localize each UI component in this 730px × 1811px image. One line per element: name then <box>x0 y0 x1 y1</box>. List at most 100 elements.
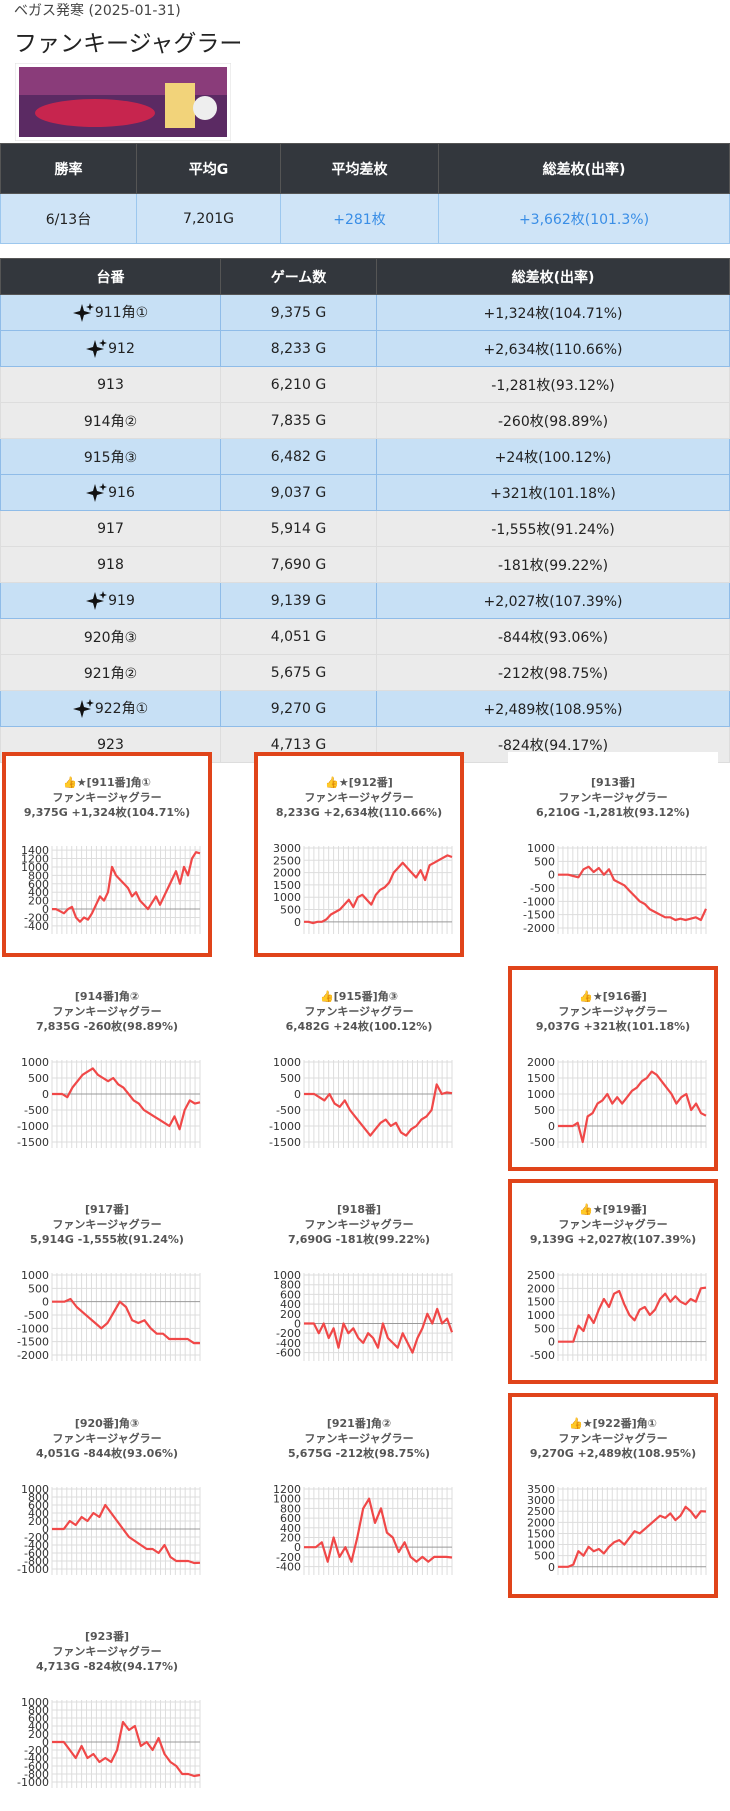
data-line <box>52 1503 201 1564</box>
chart-caption: 4,713G -824枚(94.17%) <box>36 1659 178 1673</box>
cell-text: 9,037 G <box>270 484 327 501</box>
y-tick-label: 500 <box>534 1104 555 1117</box>
y-tick-label: 500 <box>280 904 301 917</box>
chart-title: [918番] <box>337 1202 381 1216</box>
cell: 5,914 G <box>220 510 377 547</box>
y-tick-label: -400 <box>276 1560 301 1573</box>
cell-text: 911角① <box>94 304 149 321</box>
chart-card: [914番]角② ファンキージャグラー 7,835G -260枚(98.89%) 10… <box>2 965 212 1171</box>
y-tick-label: 1000 <box>273 891 301 904</box>
table-row: 919 9,139 G +2,027枚(107.39%) <box>0 582 730 619</box>
y-tick-label: 0 <box>548 1120 555 1133</box>
y-tick-label: 1000 <box>273 1492 301 1505</box>
table-row: 916 9,037 G +321枚(101.18%) <box>0 474 730 511</box>
y-tick-label: -600 <box>24 1547 49 1560</box>
y-tick-label: 0 <box>548 869 555 882</box>
cell-text: 4,051 G <box>270 628 327 645</box>
y-tick-label: 1200 <box>21 853 49 866</box>
chart-subtitle: ファンキージャグラー <box>304 1217 413 1231</box>
y-tick-label: 1200 <box>273 1483 301 1496</box>
y-tick-label: 1000 <box>273 1056 301 1069</box>
cell-text: 9,375 G <box>270 304 327 321</box>
table-row: 913 6,210 G -1,281枚(93.12%) <box>0 366 730 403</box>
cell: 6,482 G <box>220 438 377 475</box>
chart-subtitle: ファンキージャグラー <box>304 790 413 804</box>
cell-text: 923 <box>97 736 124 753</box>
data-line <box>304 1307 454 1354</box>
y-tick-label: 0 <box>548 1560 555 1573</box>
y-tick-label: -400 <box>276 1337 301 1350</box>
cell: 7,690 G <box>220 546 377 583</box>
y-tick-label: 200 <box>28 1515 49 1528</box>
y-tick-label: 400 <box>28 1507 49 1520</box>
y-tick-label: 600 <box>28 1499 49 1512</box>
data-line <box>52 851 201 923</box>
y-tick-label: 500 <box>28 1282 49 1295</box>
y-tick-label: -600 <box>24 1760 49 1773</box>
cell-text: 9,270 G <box>270 700 327 717</box>
cell: 917 <box>0 510 221 547</box>
y-tick-label: 1000 <box>273 1269 301 1282</box>
y-tick-label: 800 <box>28 1491 49 1504</box>
y-tick-label: -800 <box>24 1768 49 1781</box>
chart-subtitle: ファンキージャグラー <box>304 1004 413 1018</box>
cell-text: 917 <box>97 520 124 537</box>
y-tick-label: 200 <box>280 1308 301 1321</box>
chart-caption: 9,270G +2,489枚(108.95%) <box>530 1446 696 1460</box>
y-tick-label: 200 <box>28 895 49 908</box>
y-tick-label: -500 <box>530 1136 555 1149</box>
chart-title: 👍★[912番] <box>325 775 393 789</box>
y-tick-label: 800 <box>28 1704 49 1717</box>
chart-title: [917番] <box>85 1202 129 1216</box>
cell-text: -212枚(98.75%) <box>497 665 609 682</box>
data-line <box>52 1066 201 1130</box>
cell-text: 6,210 G <box>270 376 327 393</box>
banner-image <box>15 63 231 141</box>
cell: 7,835 G <box>220 402 377 439</box>
cell-text: 5,675 G <box>270 664 327 681</box>
y-tick-label: 1000 <box>527 1309 555 1322</box>
cell-text: 9,139 G <box>270 592 327 609</box>
y-tick-label: -400 <box>24 1752 49 1765</box>
data-line <box>304 854 453 925</box>
chart-title: [923番] <box>85 1629 129 1643</box>
y-tick-label: -200 <box>24 911 49 924</box>
cell-text: 916 <box>108 484 135 501</box>
chart-card: 👍★[911番]角① ファンキージャグラー 9,375G +1,324枚(104.7… <box>2 752 212 957</box>
chart-caption: 4,051G -844枚(93.06%) <box>36 1446 178 1460</box>
cell-text: +321枚(101.18%) <box>490 485 616 502</box>
chart-card: 👍★[922番]角① ファンキージャグラー 9,270G +2,489枚(108.9… <box>508 1392 718 1598</box>
y-tick-label: -200 <box>24 1531 49 1544</box>
chart-caption: 5,675G -212枚(98.75%) <box>288 1446 430 1460</box>
chart-card: 👍★[912番] ファンキージャグラー 8,233G +2,634枚(110.66%… <box>254 752 464 957</box>
table-body: 911角① 9,375 G +1,324枚(104.71%) 912 8,233 G +2… <box>0 294 730 763</box>
y-tick-label: 1400 <box>21 844 49 857</box>
y-tick-label: 0 <box>548 1336 555 1349</box>
y-tick-label: -500 <box>24 1309 49 1322</box>
y-tick-label: 0 <box>42 1736 49 1749</box>
y-tick-label: -1500 <box>269 1136 301 1149</box>
y-tick-label: 0 <box>294 1317 301 1330</box>
cell: +2,027枚(107.39%) <box>376 582 730 619</box>
header-cell: ゲーム数 <box>220 258 377 295</box>
y-tick-label: 400 <box>28 1720 49 1733</box>
y-tick-label: 600 <box>280 1512 301 1525</box>
y-tick-label: 1000 <box>21 861 49 874</box>
y-tick-label: 2500 <box>273 854 301 867</box>
page-title: ファンキージャグラー <box>14 31 243 57</box>
chart-subtitle: ファンキージャグラー <box>52 1431 161 1445</box>
chart-caption: 9,139G +2,027枚(107.39%) <box>530 1232 696 1246</box>
cell: -212枚(98.75%) <box>376 654 730 691</box>
cell-text: 914角② <box>83 413 138 430</box>
y-tick-label: 800 <box>280 1279 301 1292</box>
cell-text: 920角③ <box>83 629 138 646</box>
y-tick-label: -1000 <box>269 1120 301 1133</box>
cell-text: 922角① <box>94 700 149 717</box>
y-tick-label: 500 <box>28 1072 49 1085</box>
chart-caption: 5,914G -1,555枚(91.24%) <box>30 1232 184 1246</box>
chart-card: [918番] ファンキージャグラー 7,690G -181枚(99.22%) 1000… <box>254 1179 464 1384</box>
